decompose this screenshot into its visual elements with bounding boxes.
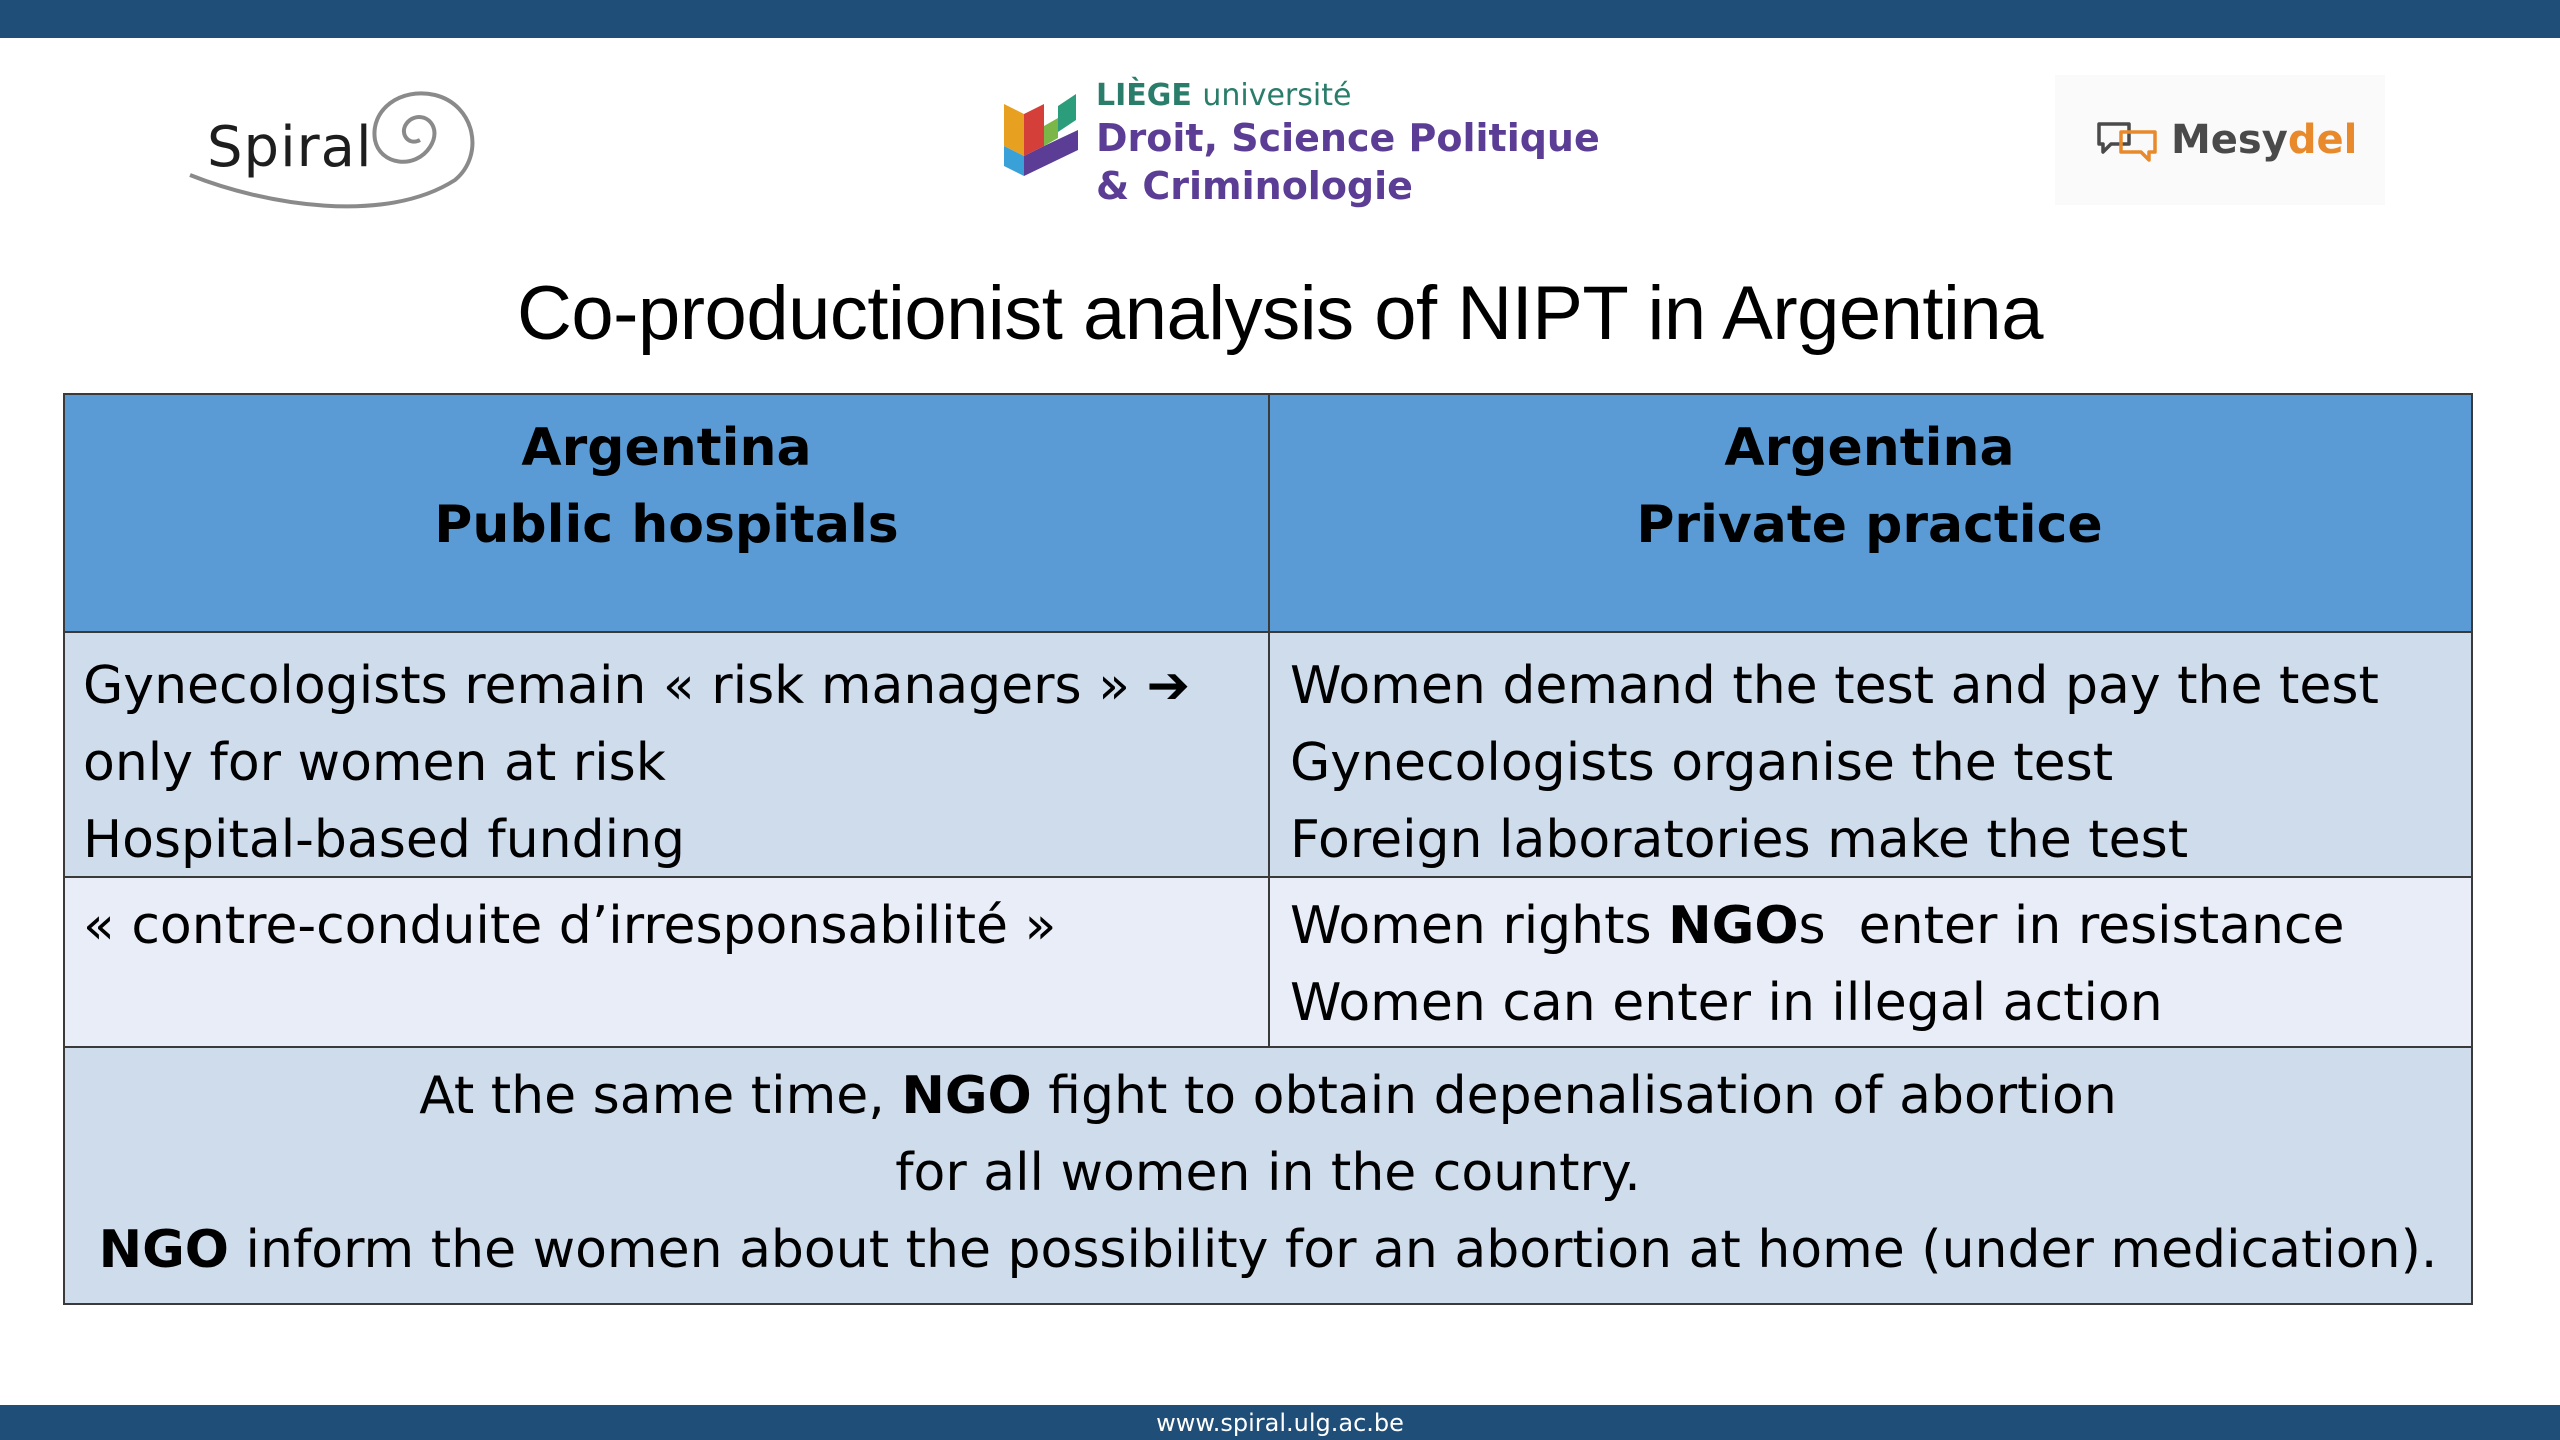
private-row1-line3: Foreign laboratories make the test: [1290, 810, 2189, 870]
cell-public-row1: Gynecologists remain « risk managers » ➔…: [65, 633, 1268, 876]
header-left-line2: Public hospitals: [434, 495, 899, 555]
row3-line2: for all women in the country.: [895, 1143, 1641, 1203]
private-row2-line1: Women rights NGOs enter in resistance: [1290, 888, 2471, 965]
uliege-logo: LIÈGE université Droit, Science Politiqu…: [1000, 78, 1600, 218]
column-divider: [1268, 395, 1270, 1046]
row-divider-2: [65, 876, 2471, 878]
cell-public-row2: « contre-conduite d’irresponsabilité »: [65, 878, 1268, 1046]
row3-line1: At the same time, NGO fight to obtain de…: [65, 1058, 2471, 1135]
row3-line1-post: fight to obtain depenalisation of aborti…: [1031, 1066, 2117, 1126]
mesydel-logo-text: Mesydel: [2171, 117, 2357, 163]
slide-title: Co-productionist analysis of NIPT in Arg…: [517, 271, 2043, 356]
spiral-swirl-icon: [189, 91, 475, 209]
spiral-logo: Spiral: [185, 85, 485, 215]
uliege-mark-icon: [1004, 94, 1078, 176]
top-bar: [0, 0, 2560, 38]
comparison-table: Argentina Public hospitals Argentina Pri…: [63, 393, 2473, 1305]
mesydel-logo: Mesydel: [2055, 75, 2385, 205]
row3-line1-ngo: NGO: [901, 1066, 1032, 1126]
uliege-university-light: université: [1202, 78, 1352, 113]
mesydel-part2: del: [2287, 117, 2358, 163]
row-divider-3: [65, 1046, 2471, 1048]
speech-bubbles-icon: [2097, 122, 2157, 162]
uliege-faculty-line2: & Criminologie: [1096, 164, 1413, 208]
row-divider-1: [65, 631, 2471, 633]
uliege-university-strong: LIÈGE: [1096, 78, 1192, 113]
header-public-hospitals: Argentina Public hospitals: [65, 395, 1268, 631]
uliege-university-label: LIÈGE université: [1096, 78, 1351, 113]
mesydel-part1: Mesy: [2171, 117, 2288, 163]
bottom-bar: www.spiral.ulg.ac.be: [0, 1405, 2560, 1440]
cell-merged-row3: At the same time, NGO fight to obtain de…: [65, 1048, 2471, 1303]
private-row2-line2: Women can enter in illegal action: [1290, 973, 2163, 1033]
cell-private-row1: Women demand the test and pay the test G…: [1270, 633, 2471, 876]
private-row2-post: s enter in resistance: [1798, 896, 2345, 956]
header-right-line1: Argentina: [1724, 418, 2015, 478]
public-row1-line3: Hospital-based funding: [83, 810, 686, 870]
header-right-line2: Private practice: [1636, 495, 2103, 555]
row3-line1-pre: At the same time,: [419, 1066, 902, 1126]
public-row1-line2: only for women at risk: [83, 733, 666, 793]
public-row1-line1: Gynecologists remain « risk managers » ➔: [83, 656, 1191, 716]
header-private-practice: Argentina Private practice: [1268, 395, 2471, 631]
private-row1-line2: Gynecologists organise the test: [1290, 733, 2114, 793]
spiral-logo-text: Spiral: [207, 115, 373, 180]
header-left-line1: Argentina: [521, 418, 812, 478]
row3-line3-ngo: NGO: [98, 1220, 230, 1280]
footer-url: www.spiral.ulg.ac.be: [1156, 1408, 1404, 1437]
public-row2-line1: « contre-conduite d’irresponsabilité »: [83, 896, 1057, 956]
row3-line3-post: inform the women about the possibility f…: [229, 1220, 2438, 1280]
cell-private-row2: Women rights NGOs enter in resistance Wo…: [1270, 878, 2471, 1046]
private-row2-pre: Women rights: [1290, 896, 1669, 956]
private-row1-line1: Women demand the test and pay the test: [1290, 656, 2379, 716]
row3-line3: NGO inform the women about the possibili…: [65, 1212, 2471, 1289]
private-row2-ngo: NGO: [1668, 896, 1799, 956]
uliege-faculty-label: Droit, Science Politique & Criminologie: [1096, 114, 1600, 210]
uliege-faculty-line1: Droit, Science Politique: [1096, 116, 1600, 160]
